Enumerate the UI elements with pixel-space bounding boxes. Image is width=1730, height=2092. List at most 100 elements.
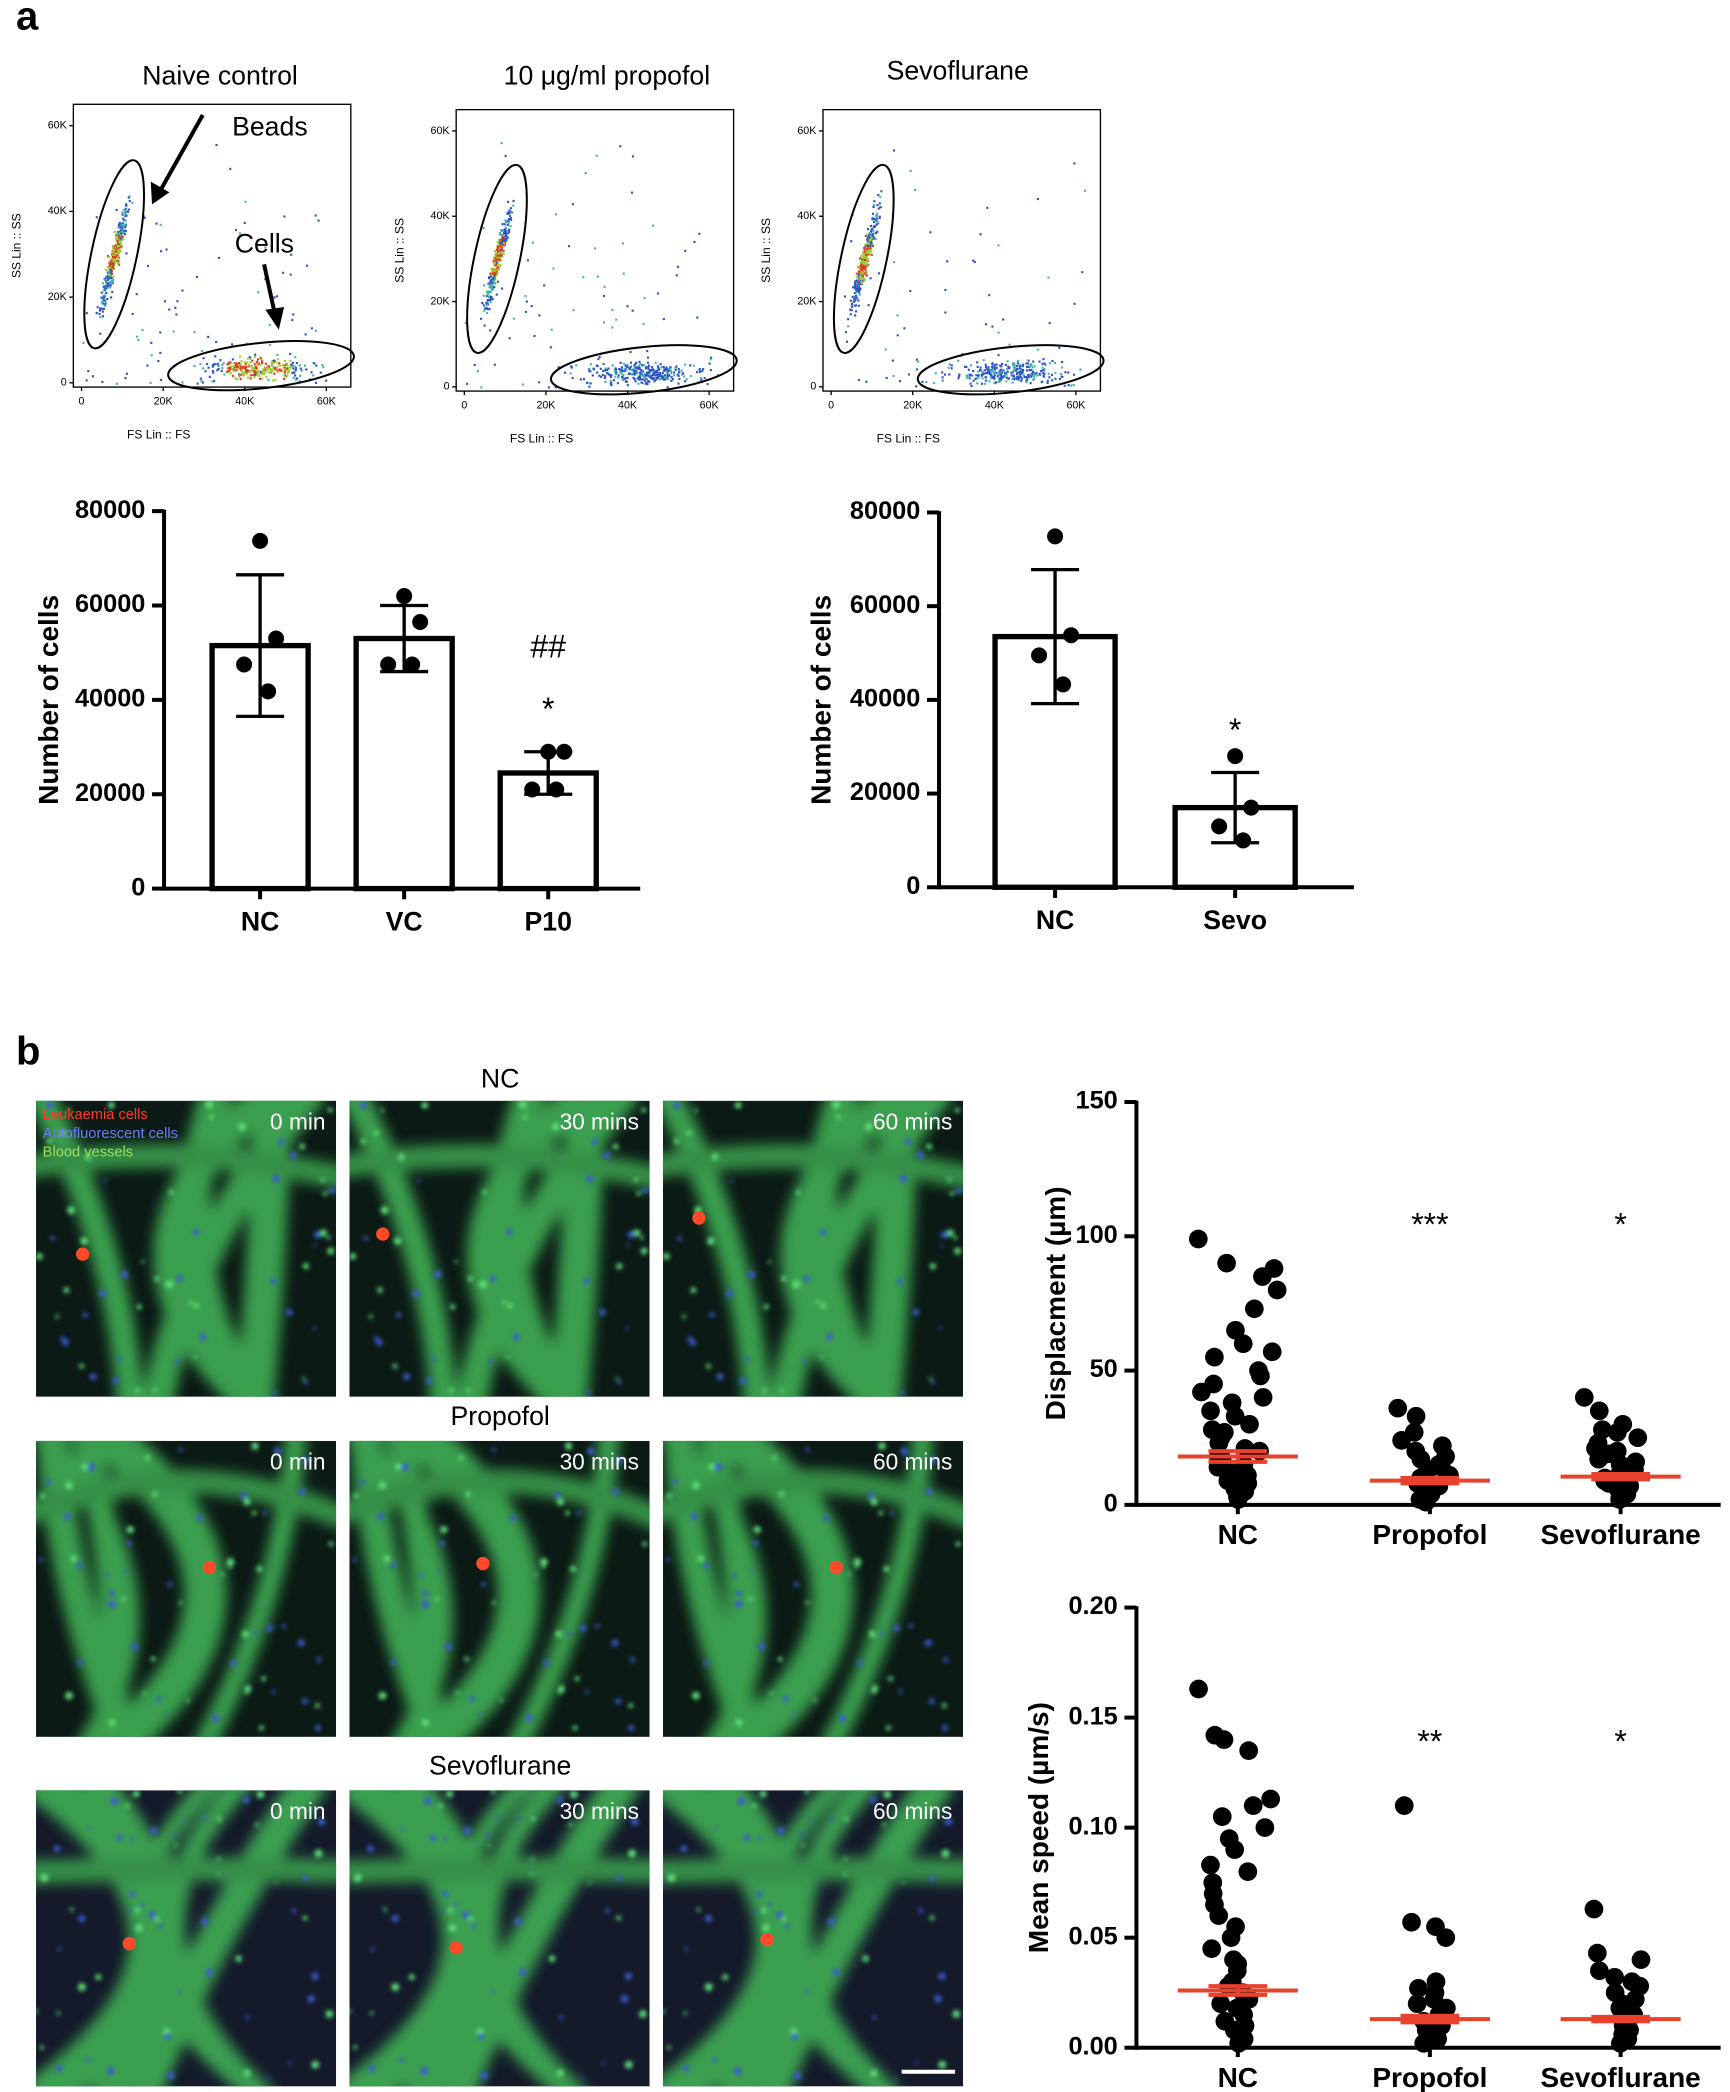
speck bbox=[730, 1179, 734, 1183]
speck bbox=[631, 1817, 639, 1826]
event bbox=[903, 327, 906, 330]
event bbox=[849, 299, 852, 302]
event bbox=[120, 233, 123, 236]
event bbox=[125, 252, 128, 255]
event bbox=[645, 381, 648, 385]
event bbox=[504, 242, 507, 245]
data-point bbox=[1201, 1401, 1220, 1421]
event bbox=[869, 277, 872, 280]
speck bbox=[711, 1153, 719, 1161]
event bbox=[874, 231, 878, 235]
speck bbox=[557, 1688, 563, 1695]
event bbox=[268, 365, 271, 368]
event bbox=[850, 240, 853, 243]
event bbox=[1059, 372, 1063, 376]
speck bbox=[67, 1108, 71, 1112]
event bbox=[498, 245, 501, 248]
event bbox=[637, 382, 640, 385]
event bbox=[315, 364, 318, 367]
event bbox=[176, 300, 179, 303]
speck bbox=[205, 1968, 213, 1976]
data-point bbox=[548, 781, 565, 798]
leukaemia-cell bbox=[829, 1560, 843, 1575]
event bbox=[885, 376, 888, 380]
event bbox=[670, 371, 673, 375]
speck bbox=[311, 2060, 320, 2069]
event bbox=[491, 269, 494, 272]
event bbox=[604, 367, 607, 370]
event bbox=[638, 376, 641, 379]
speck bbox=[193, 1355, 197, 1359]
event bbox=[485, 294, 488, 298]
event bbox=[213, 362, 216, 366]
event bbox=[1043, 368, 1046, 371]
event bbox=[496, 258, 499, 261]
event bbox=[628, 366, 631, 369]
speck bbox=[373, 1336, 379, 1341]
event bbox=[121, 228, 125, 231]
event bbox=[862, 256, 865, 259]
event bbox=[324, 379, 328, 382]
event bbox=[246, 370, 249, 373]
event bbox=[989, 372, 993, 375]
speck bbox=[953, 1235, 958, 1240]
event bbox=[653, 380, 656, 383]
speck bbox=[628, 1724, 635, 1731]
speck bbox=[926, 1143, 932, 1150]
event bbox=[672, 374, 676, 377]
event bbox=[915, 368, 919, 371]
data-point bbox=[1238, 1862, 1258, 1881]
event bbox=[864, 272, 867, 275]
event bbox=[871, 212, 875, 215]
event bbox=[85, 312, 88, 315]
event bbox=[272, 361, 275, 364]
event bbox=[645, 377, 648, 381]
speck bbox=[735, 1719, 743, 1727]
event bbox=[286, 374, 289, 377]
event bbox=[246, 357, 249, 360]
event bbox=[274, 378, 277, 381]
event bbox=[496, 245, 499, 248]
event bbox=[622, 272, 625, 275]
event bbox=[862, 277, 865, 280]
event bbox=[1018, 367, 1021, 370]
speck bbox=[87, 1463, 96, 1471]
x-tick-label: Sevo bbox=[1203, 905, 1267, 935]
event bbox=[993, 374, 996, 377]
event bbox=[1012, 374, 1015, 377]
event bbox=[491, 277, 494, 280]
speck bbox=[77, 1983, 86, 1992]
event bbox=[870, 224, 873, 227]
speck bbox=[944, 1817, 953, 1826]
event bbox=[521, 383, 524, 386]
speck bbox=[177, 1790, 183, 1794]
speck bbox=[599, 1309, 606, 1316]
event bbox=[116, 235, 119, 238]
event bbox=[242, 374, 246, 377]
event bbox=[1053, 361, 1056, 365]
event bbox=[193, 364, 196, 368]
speck bbox=[286, 1309, 293, 1316]
vessel bbox=[127, 1790, 326, 2087]
event bbox=[981, 377, 984, 380]
event bbox=[860, 271, 863, 274]
event bbox=[267, 378, 270, 381]
event bbox=[492, 271, 495, 274]
event bbox=[195, 275, 199, 279]
event bbox=[499, 264, 502, 267]
event bbox=[588, 382, 591, 385]
speck bbox=[615, 1698, 622, 1705]
event bbox=[977, 374, 980, 377]
legend-text: Blood vessels bbox=[43, 1145, 133, 1161]
event bbox=[172, 330, 175, 333]
event bbox=[497, 262, 500, 266]
event bbox=[611, 308, 614, 311]
speck bbox=[677, 1236, 682, 1241]
speck bbox=[243, 1497, 251, 1506]
vessel bbox=[663, 1440, 768, 1737]
event bbox=[892, 261, 896, 264]
event bbox=[273, 368, 276, 371]
event bbox=[504, 220, 508, 224]
speck bbox=[735, 1590, 742, 1597]
event bbox=[265, 376, 268, 379]
